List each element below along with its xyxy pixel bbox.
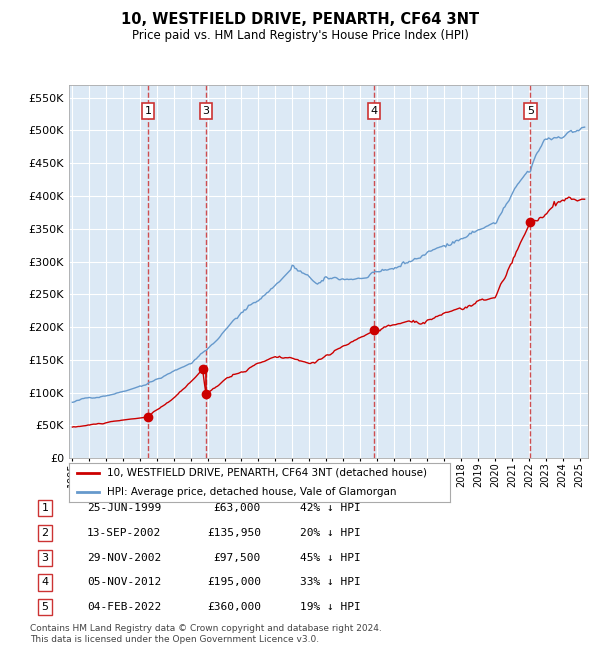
Text: 04-FEB-2022: 04-FEB-2022 <box>87 602 161 612</box>
Text: £195,000: £195,000 <box>207 577 261 588</box>
Text: 1: 1 <box>145 106 152 116</box>
Text: 10, WESTFIELD DRIVE, PENARTH, CF64 3NT: 10, WESTFIELD DRIVE, PENARTH, CF64 3NT <box>121 12 479 27</box>
Text: 45% ↓ HPI: 45% ↓ HPI <box>300 552 361 563</box>
Text: 05-NOV-2012: 05-NOV-2012 <box>87 577 161 588</box>
Text: HPI: Average price, detached house, Vale of Glamorgan: HPI: Average price, detached house, Vale… <box>107 487 397 497</box>
Text: Price paid vs. HM Land Registry's House Price Index (HPI): Price paid vs. HM Land Registry's House … <box>131 29 469 42</box>
Text: Contains HM Land Registry data © Crown copyright and database right 2024.
This d: Contains HM Land Registry data © Crown c… <box>30 624 382 644</box>
Text: 25-JUN-1999: 25-JUN-1999 <box>87 503 161 514</box>
Text: £63,000: £63,000 <box>214 503 261 514</box>
Text: 42% ↓ HPI: 42% ↓ HPI <box>300 503 361 514</box>
Text: 33% ↓ HPI: 33% ↓ HPI <box>300 577 361 588</box>
Text: 4: 4 <box>41 577 49 588</box>
Text: £360,000: £360,000 <box>207 602 261 612</box>
Text: 29-NOV-2002: 29-NOV-2002 <box>87 552 161 563</box>
Text: 4: 4 <box>370 106 377 116</box>
Text: 10, WESTFIELD DRIVE, PENARTH, CF64 3NT (detached house): 10, WESTFIELD DRIVE, PENARTH, CF64 3NT (… <box>107 467 427 478</box>
Text: 5: 5 <box>41 602 49 612</box>
Text: 20% ↓ HPI: 20% ↓ HPI <box>300 528 361 538</box>
Text: 5: 5 <box>527 106 534 116</box>
Text: 3: 3 <box>203 106 209 116</box>
Text: £97,500: £97,500 <box>214 552 261 563</box>
Text: 1: 1 <box>41 503 49 514</box>
Text: 2: 2 <box>41 528 49 538</box>
Text: £135,950: £135,950 <box>207 528 261 538</box>
Text: 3: 3 <box>41 552 49 563</box>
Text: 19% ↓ HPI: 19% ↓ HPI <box>300 602 361 612</box>
Text: 13-SEP-2002: 13-SEP-2002 <box>87 528 161 538</box>
